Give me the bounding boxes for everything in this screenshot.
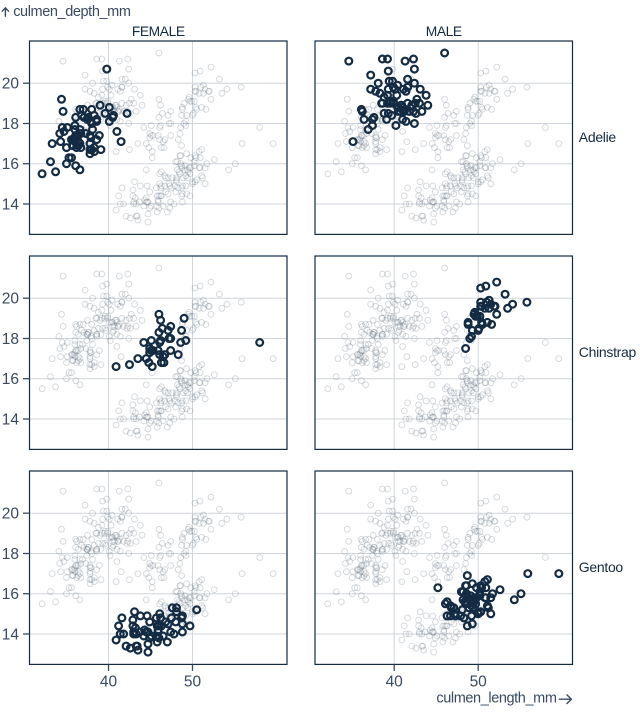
svg-text:20: 20 — [2, 76, 20, 93]
svg-text:Chinstrap: Chinstrap — [579, 344, 637, 360]
svg-text:culmen_length_mm: culmen_length_mm — [436, 691, 556, 707]
svg-text:20: 20 — [2, 291, 20, 308]
svg-text:14: 14 — [2, 626, 20, 643]
svg-text:18: 18 — [2, 116, 19, 133]
svg-text:50: 50 — [184, 673, 202, 690]
svg-text:MALE: MALE — [426, 24, 462, 39]
svg-text:14: 14 — [2, 411, 20, 428]
svg-text:14: 14 — [2, 196, 20, 213]
svg-text:18: 18 — [2, 546, 19, 563]
svg-text:culmen_depth_mm: culmen_depth_mm — [13, 4, 131, 20]
svg-text:16: 16 — [2, 371, 19, 388]
svg-text:40: 40 — [386, 673, 404, 690]
svg-text:20: 20 — [2, 506, 20, 523]
svg-text:16: 16 — [2, 586, 19, 603]
svg-text:50: 50 — [470, 673, 488, 690]
svg-text:Gentoo: Gentoo — [579, 559, 624, 575]
svg-text:Adelie: Adelie — [579, 129, 617, 145]
svg-text:FEMALE: FEMALE — [132, 24, 185, 39]
svg-text:16: 16 — [2, 156, 19, 173]
svg-text:40: 40 — [100, 673, 118, 690]
svg-text:18: 18 — [2, 331, 19, 348]
